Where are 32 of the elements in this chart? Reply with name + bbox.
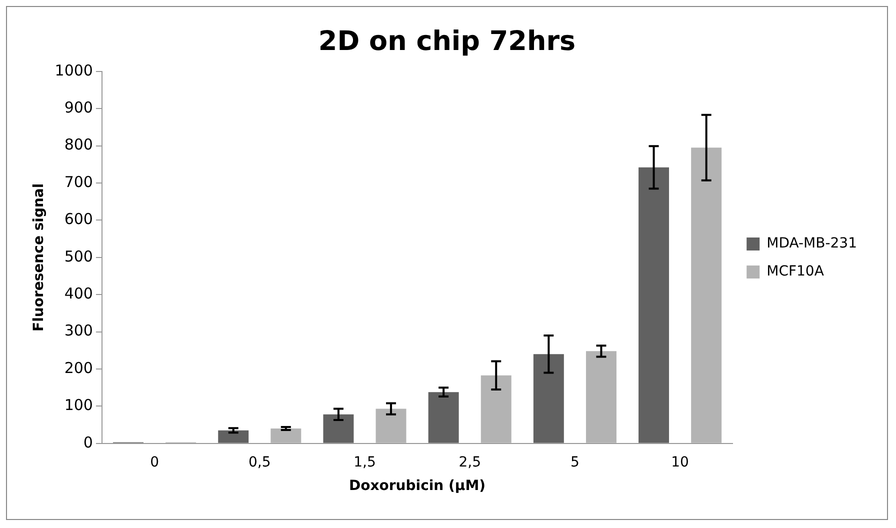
bar — [691, 148, 722, 443]
bar — [638, 167, 670, 443]
x-tick-label: 1,5 — [354, 454, 376, 470]
x-tick-label: 0 — [150, 454, 159, 470]
x-axis-title: Doxorubicin (µM) — [349, 478, 486, 494]
legend-label: MDA-MB-231 — [766, 236, 858, 252]
y-tick-label: 700 — [64, 172, 93, 191]
chart-title: 2D on chip 72hrs — [318, 26, 576, 58]
bar — [428, 392, 459, 443]
y-tick-label: 0 — [83, 433, 93, 452]
y-tick-label: 1000 — [54, 61, 93, 80]
bar — [218, 430, 249, 443]
bar — [323, 414, 354, 443]
bar — [480, 375, 512, 443]
y-tick-label: 900 — [64, 98, 93, 116]
x-tick-label: 10 — [671, 454, 689, 470]
bar — [533, 354, 564, 443]
y-axis-title: Fluoresence signal — [31, 183, 48, 332]
bar — [270, 428, 302, 443]
bar — [376, 408, 406, 443]
y-tick-label: 100 — [64, 396, 93, 414]
y-tick-label: 200 — [64, 358, 93, 377]
legend-label: MCF10A — [766, 264, 824, 280]
x-tick-label: 5 — [570, 454, 580, 470]
y-tick-label: 800 — [64, 136, 93, 154]
y-tick-label: 400 — [64, 284, 93, 302]
y-tick-label: 300 — [64, 322, 93, 340]
x-tick-label: 0,5 — [248, 454, 271, 470]
bar — [586, 351, 616, 443]
y-tick-label: 600 — [64, 210, 93, 228]
x-tick-label: 2,5 — [458, 454, 481, 470]
y-tick-label: 500 — [64, 247, 93, 266]
